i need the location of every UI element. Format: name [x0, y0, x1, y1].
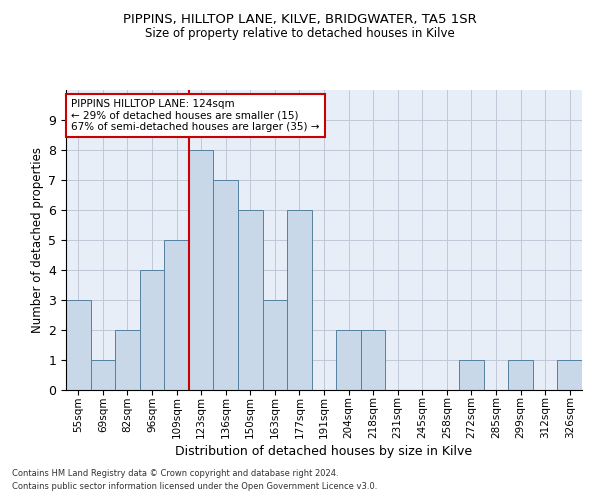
Bar	[336, 330, 361, 390]
Y-axis label: Number of detached properties: Number of detached properties	[31, 147, 44, 333]
Text: PIPPINS HILLTOP LANE: 124sqm
← 29% of detached houses are smaller (15)
67% of se: PIPPINS HILLTOP LANE: 124sqm ← 29% of de…	[71, 99, 320, 132]
Bar	[91, 360, 115, 390]
X-axis label: Distribution of detached houses by size in Kilve: Distribution of detached houses by size …	[175, 446, 473, 458]
Bar	[66, 300, 91, 390]
Bar	[459, 360, 484, 390]
Bar	[287, 210, 312, 390]
Bar	[189, 150, 214, 390]
Text: Contains HM Land Registry data © Crown copyright and database right 2024.: Contains HM Land Registry data © Crown c…	[12, 468, 338, 477]
Bar	[508, 360, 533, 390]
Bar	[238, 210, 263, 390]
Bar	[115, 330, 140, 390]
Text: Contains public sector information licensed under the Open Government Licence v3: Contains public sector information licen…	[12, 482, 377, 491]
Bar	[164, 240, 189, 390]
Bar	[214, 180, 238, 390]
Text: PIPPINS, HILLTOP LANE, KILVE, BRIDGWATER, TA5 1SR: PIPPINS, HILLTOP LANE, KILVE, BRIDGWATER…	[123, 12, 477, 26]
Bar	[140, 270, 164, 390]
Bar	[263, 300, 287, 390]
Bar	[361, 330, 385, 390]
Text: Size of property relative to detached houses in Kilve: Size of property relative to detached ho…	[145, 28, 455, 40]
Bar	[557, 360, 582, 390]
